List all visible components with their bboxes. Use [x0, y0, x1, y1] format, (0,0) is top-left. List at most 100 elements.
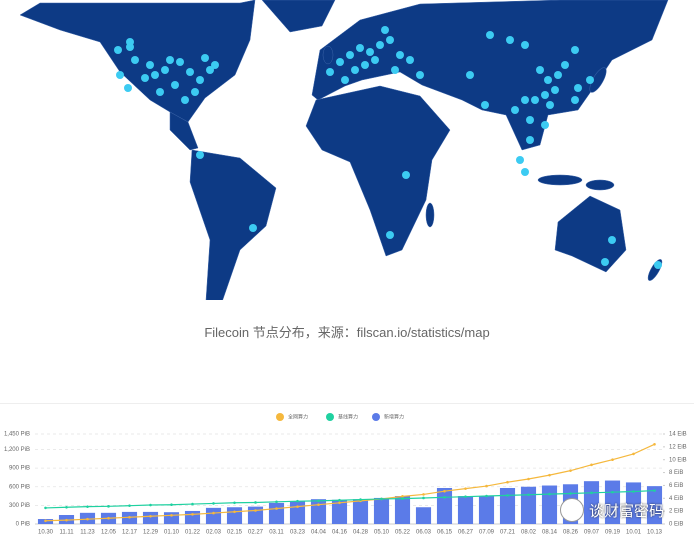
- line-point: [653, 442, 656, 446]
- bar: [184, 510, 201, 524]
- line-point: [275, 500, 278, 504]
- line-point: [611, 490, 614, 494]
- x-tick-label: 03.11: [269, 530, 284, 536]
- y2-tick-label: 8 EiB: [669, 470, 683, 476]
- node-dot: [546, 101, 554, 109]
- x-tick-label: 09.19: [605, 530, 621, 536]
- y2-tick-label: 2 EiB: [669, 509, 683, 515]
- node-dot: [191, 88, 199, 96]
- line-point: [107, 516, 110, 520]
- bar: [436, 488, 453, 524]
- node-dot: [211, 61, 219, 69]
- x-tick-label: 05.10: [374, 530, 390, 536]
- line-point: [149, 503, 152, 507]
- node-dot: [554, 71, 562, 79]
- eurasia: [311, 0, 669, 151]
- line-point: [86, 517, 89, 521]
- bar: [268, 502, 285, 524]
- x-tick-label: 11.23: [80, 530, 95, 536]
- node-dot: [526, 116, 534, 124]
- y2-tick-label: 12 EiB: [669, 444, 687, 450]
- line-point: [212, 502, 215, 505]
- node-dot: [126, 38, 134, 46]
- line: [45, 489, 655, 509]
- line-point: [401, 497, 404, 500]
- node-dot: [608, 236, 616, 244]
- line-point: [443, 496, 446, 499]
- line-point: [170, 514, 173, 517]
- x-tick-label: 10.30: [38, 530, 54, 536]
- node-dot: [206, 66, 214, 74]
- node-dot: [531, 96, 539, 104]
- node-dot: [376, 41, 384, 49]
- node-dot: [356, 44, 364, 52]
- line-point: [128, 504, 131, 507]
- x-tick-label: 01.22: [185, 530, 201, 536]
- bar: [289, 501, 306, 524]
- node-dot: [381, 26, 389, 34]
- watermark: 谈财富密码: [560, 498, 664, 522]
- node-dot: [371, 56, 379, 64]
- node-dot: [511, 106, 519, 114]
- node-dot: [521, 41, 529, 49]
- node-dot: [396, 51, 404, 59]
- x-tick-label: 07.09: [479, 530, 495, 536]
- node-dot: [249, 224, 257, 232]
- y2-tick-label: 14 EiB: [669, 432, 687, 438]
- node-dot: [541, 91, 549, 99]
- bar: [625, 482, 642, 524]
- line-point: [485, 484, 488, 488]
- bar: [499, 488, 516, 524]
- node-dot: [114, 46, 122, 54]
- line-point: [338, 501, 341, 505]
- node-dot: [416, 71, 424, 79]
- x-tick-label: 08.14: [542, 530, 558, 536]
- legend-marker: [326, 413, 334, 421]
- bar: [646, 486, 663, 524]
- node-dot: [402, 171, 410, 179]
- y-tick-label: 1,200 PiB: [4, 447, 30, 453]
- x-tick-label: 04.04: [311, 530, 327, 536]
- x-tick-label: 02.15: [227, 530, 243, 536]
- node-dot: [131, 56, 139, 64]
- node-dot: [326, 68, 334, 76]
- x-tick-label: 06.15: [437, 530, 453, 536]
- node-dot: [486, 31, 494, 39]
- x-tick-label: 12.17: [122, 530, 138, 536]
- node-dot: [544, 76, 552, 84]
- node-dot: [506, 36, 514, 44]
- watermark-text: 谈财富密码: [589, 502, 665, 520]
- node-dot: [536, 66, 544, 74]
- bar: [310, 499, 327, 524]
- y2-tick-label: 4 EiB: [669, 496, 683, 502]
- node-dot: [481, 101, 489, 109]
- node-dot: [571, 96, 579, 104]
- bar: [226, 507, 243, 524]
- x-tick-label: 04.16: [332, 530, 348, 536]
- node-dot: [406, 56, 414, 64]
- new-zealand: [647, 259, 663, 281]
- japan: [589, 67, 607, 93]
- x-tick-label: 06.27: [458, 530, 474, 536]
- node-dot: [571, 46, 579, 54]
- node-dot: [561, 61, 569, 69]
- bar: [415, 507, 432, 524]
- bar: [478, 496, 495, 524]
- line-point: [191, 502, 194, 506]
- node-dot: [156, 88, 164, 96]
- x-tick-label: 11.11: [59, 530, 74, 536]
- line-point: [212, 511, 215, 515]
- node-dot: [146, 61, 154, 69]
- line-point: [527, 477, 530, 481]
- node-dot: [366, 48, 374, 56]
- line-point: [653, 489, 656, 492]
- x-tick-label: 01.10: [164, 530, 180, 536]
- line-point: [233, 501, 236, 505]
- x-tick-label: 02.27: [248, 530, 264, 536]
- line-point: [149, 514, 152, 518]
- bar: [142, 511, 159, 524]
- uk: [322, 45, 334, 65]
- node-dot: [551, 86, 559, 94]
- bar: [205, 507, 222, 524]
- line-point: [569, 492, 572, 495]
